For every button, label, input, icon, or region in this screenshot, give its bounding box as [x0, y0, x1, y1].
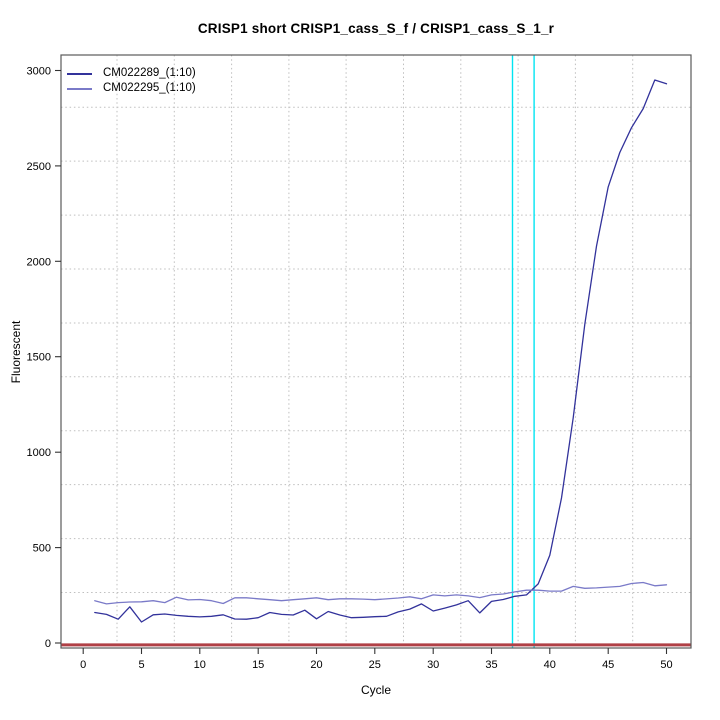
y-tick-label: 2500	[27, 161, 51, 173]
x-tick-label: 35	[485, 659, 497, 671]
legend-line-swatch	[67, 72, 92, 75]
legend-line-swatch	[67, 87, 92, 90]
x-tick-label: 30	[427, 659, 439, 671]
series-curve-2	[94, 581, 668, 605]
x-axis-label: Cycle	[360, 683, 391, 697]
series-curve-1	[94, 79, 668, 623]
x-tick-label: 40	[544, 659, 556, 671]
x-tick-label: 5	[138, 659, 144, 671]
legend-label: CM022295_(1:10)	[103, 82, 196, 94]
x-tick-label: 50	[660, 659, 672, 671]
x-tick-label: 45	[602, 659, 614, 671]
chart-title: CRISP1 short CRISP1_cass_S_f / CRISP1_ca…	[197, 21, 555, 36]
x-tick-label: 15	[252, 659, 264, 671]
x-tick-label: 25	[369, 659, 381, 671]
legend-label: CM022289_(1:10)	[103, 67, 196, 79]
legend: CM022289_(1:10) CM022295_(1:10)	[67, 66, 196, 96]
y-tick-label: 1500	[27, 352, 51, 364]
y-tick-label: 1000	[27, 447, 51, 459]
y-tick-label: 3000	[27, 66, 51, 78]
legend-item: CM022289_(1:10)	[67, 66, 196, 81]
y-axis-label: Fluorescent	[9, 320, 23, 384]
x-tick-label: 0	[80, 659, 86, 671]
x-tick-label: 10	[194, 659, 206, 671]
x-tick-label: 20	[310, 659, 322, 671]
legend-item: CM022295_(1:10)	[67, 81, 196, 96]
y-tick-label: 2000	[27, 256, 51, 268]
y-tick-label: 0	[45, 638, 51, 650]
plot-border	[60, 54, 692, 649]
y-tick-label: 500	[33, 543, 51, 555]
